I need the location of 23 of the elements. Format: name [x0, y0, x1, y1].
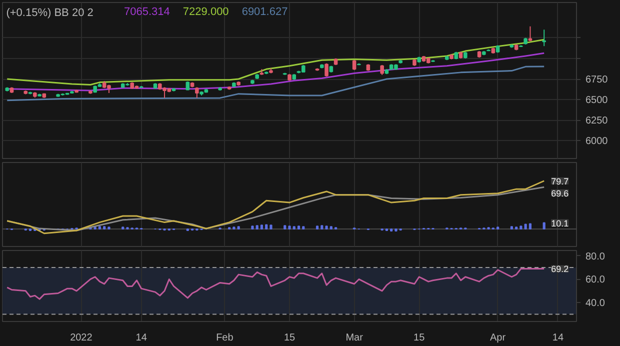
y-tick-label: 6750	[586, 74, 608, 86]
x-tick-label: 15	[284, 332, 296, 344]
x-tick-label: Mar	[346, 332, 364, 344]
text: 7065.314	[124, 6, 170, 18]
x-tick-label: 15	[414, 332, 426, 344]
y-tick-label: 80.0	[586, 251, 606, 262]
y-tick-label: 6500	[586, 95, 608, 106]
x-tick-label: 14	[552, 332, 564, 344]
annotation: 69.2	[551, 264, 569, 274]
chart-title: (+0.15%) BB 20 2	[6, 7, 94, 20]
y-tick-label: 6000	[586, 136, 608, 148]
text: 7229.000	[182, 6, 229, 18]
y-tick-label: 6250	[586, 116, 608, 127]
x-tick-label: Apr	[490, 332, 506, 344]
y-tick-label: 40.0	[586, 298, 606, 310]
text: 6901.627	[242, 6, 288, 18]
annotation: 69.6	[551, 188, 569, 198]
y-tick-label: 60.0	[586, 274, 606, 286]
x-tick-label: Feb	[216, 332, 234, 344]
annotation: 10.1	[551, 218, 569, 228]
x-tick-label: 2022	[70, 332, 93, 344]
x-tick-label: 14	[136, 332, 148, 344]
annotation: 79.7	[551, 176, 569, 186]
